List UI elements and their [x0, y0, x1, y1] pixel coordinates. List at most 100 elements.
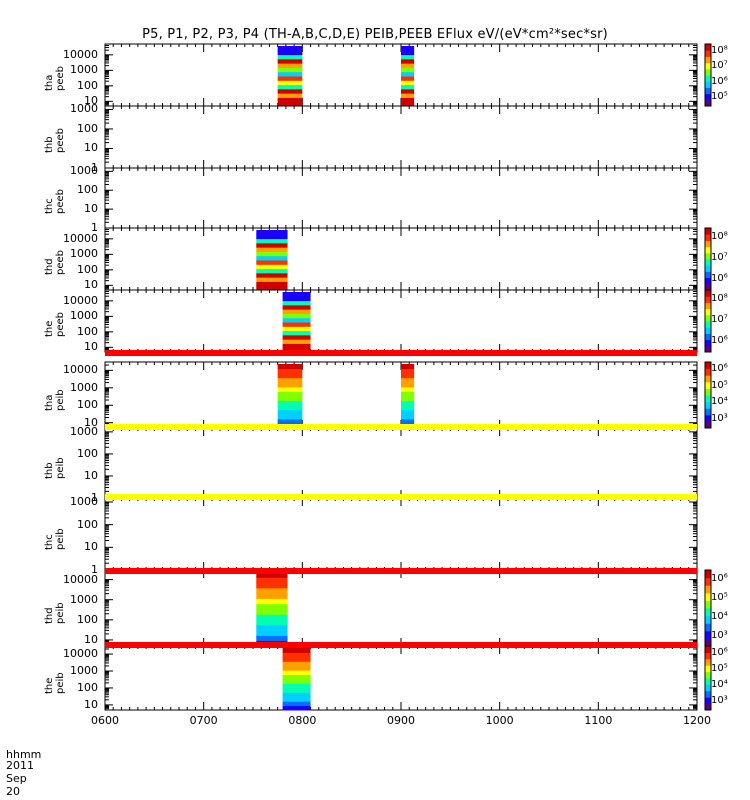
spectrogram-cell [277, 88, 303, 94]
colorbar-swatch [705, 302, 711, 306]
spectrogram-cell [401, 84, 415, 90]
y-tick-label: 1000 [70, 309, 98, 323]
colorbar-swatch [705, 375, 711, 379]
colorbar-swatch [705, 690, 711, 695]
colorbar-swatch [705, 378, 711, 383]
spectrogram-cell [277, 54, 303, 60]
colorbar-swatch [705, 90, 711, 95]
y-axis-label: thc peib [44, 528, 66, 550]
y-tick-label: 1 [91, 491, 98, 504]
spectrogram-cell [277, 373, 303, 379]
spectrogram-cell [256, 630, 288, 636]
colorbar-swatch [705, 333, 711, 337]
y-axis-label: the peib [44, 672, 66, 694]
y-tick-label: 10 [84, 632, 98, 646]
spectrogram-cell [401, 46, 415, 51]
colorbar-tick-label: 10⁶ [711, 75, 728, 87]
colorbar-swatch [705, 577, 711, 582]
quality-flag-bar [105, 424, 697, 430]
y-axis-label: thd peib [44, 602, 66, 624]
y-tick-label: 1000 [70, 247, 98, 261]
colorbar-swatch [705, 84, 711, 88]
spectrogram-cell [256, 624, 288, 631]
colorbar-swatch [705, 703, 711, 708]
colorbar-swatch [705, 615, 711, 620]
colorbar-swatch [705, 324, 711, 328]
colorbar-swatch [705, 674, 711, 679]
spectrogram-cell [282, 665, 311, 671]
spectrogram-cell [401, 63, 415, 68]
spectrogram-cell [401, 364, 415, 370]
colorbar-swatch [705, 671, 711, 676]
spectrogram-cell [256, 593, 288, 599]
y-tick-label: 100 [77, 680, 98, 694]
spectrogram-cell [401, 396, 415, 402]
colorbar-swatch [705, 280, 711, 285]
colorbar-swatch [705, 299, 711, 303]
panel-frame-thc-peeb [104, 167, 698, 229]
colorbar-swatch [705, 259, 711, 263]
spectrogram-cell [277, 391, 303, 397]
spectrogram-cell [282, 670, 311, 676]
y-tick-label: 100 [77, 612, 98, 626]
y-tick-label: 10 [84, 94, 98, 108]
panel-frame-the-peeb [104, 289, 698, 353]
colorbar-swatch [705, 611, 711, 617]
spectrogram-cell [277, 382, 303, 388]
colorbar-swatch [705, 649, 711, 653]
colorbar-swatch [705, 50, 711, 54]
colorbar-swatch [705, 274, 711, 279]
x-tick-label: 1100 [584, 714, 613, 727]
chart-title: P5, P1, P2, P3, P4 (TH-A,B,C,D,E) PEIB,P… [142, 27, 608, 42]
y-tick-label: 1000 [70, 592, 98, 606]
spectrogram-cell [256, 277, 288, 282]
spectrogram-cell [282, 313, 311, 319]
spectrogram-cell [277, 93, 303, 98]
colorbar-swatch [705, 623, 711, 628]
colorbar-swatch [705, 411, 711, 416]
colorbar-swatch [705, 592, 711, 598]
spectrogram-cell [401, 50, 415, 56]
colorbar-swatch [705, 570, 711, 575]
colorbar-swatch [705, 44, 711, 48]
colorbar-swatch [705, 96, 711, 101]
colorbar-swatch [705, 395, 711, 399]
colorbar-swatch [705, 240, 711, 244]
colorbar-swatch [705, 308, 711, 313]
colorbar-swatch [705, 268, 711, 272]
spectrogram-cell [401, 54, 415, 60]
colorbar-tick-label: 10⁴ [711, 610, 728, 622]
colorbar-tick-label: 10⁵ [711, 379, 728, 391]
y-tick-label: 1000 [70, 102, 98, 116]
quality-flag-bar [105, 494, 697, 500]
spectrogram-cell [256, 272, 288, 278]
colorbar-swatch [705, 311, 711, 316]
y-tick-label: 10 [84, 340, 98, 354]
y-tick-label: 100 [77, 324, 98, 338]
colorbar-swatch [705, 655, 711, 660]
y-axis-label: thb peib [44, 457, 66, 479]
y-tick-label: 100 [77, 517, 98, 531]
colorbar-tick-label: 10⁶ [711, 334, 728, 346]
colorbar-tick-label: 10³ [711, 629, 728, 641]
y-tick-label: 10 [84, 141, 98, 155]
spectrogram-cell [401, 405, 415, 411]
spectrogram-cell [256, 577, 288, 584]
colorbar-swatch [705, 630, 711, 636]
spectrogram-cell [256, 242, 288, 248]
colorbar-tick-label: 10⁷ [711, 252, 728, 263]
y-tick-label: 10000 [63, 572, 98, 586]
spectrogram-cell [277, 409, 303, 415]
colorbar-swatch [705, 286, 711, 291]
colorbar-swatch [705, 345, 711, 350]
x-tick-label: 0700 [189, 714, 218, 727]
x-axis-date-label: 2011 Sep 20 [6, 759, 34, 798]
panel-frame-the-peib [104, 645, 698, 711]
x-tick-label: 0600 [91, 714, 119, 727]
y-tick-label: 1000 [70, 494, 98, 508]
panel-frame-thb-peeb [104, 105, 698, 169]
colorbar-swatch [705, 368, 711, 373]
spectrogram-cell [277, 400, 303, 406]
spectrogram-cell [282, 326, 311, 332]
colorbar-tick-label: 10⁴ [711, 396, 728, 408]
